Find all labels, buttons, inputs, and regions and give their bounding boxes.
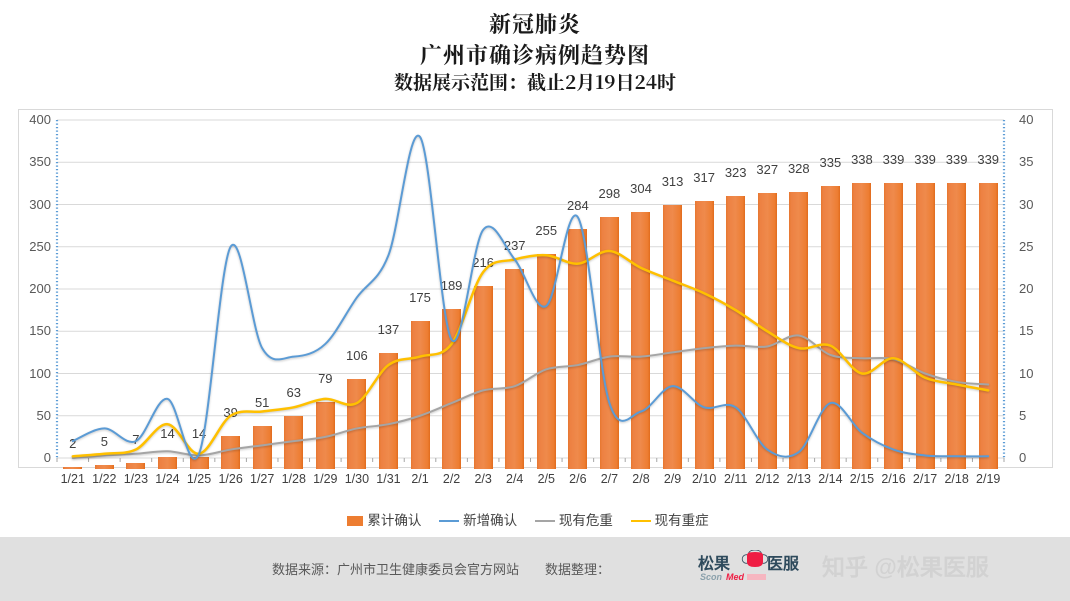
svg-text:Scon: Scon <box>700 572 723 582</box>
svg-text:医服: 医服 <box>767 555 800 573</box>
svg-text:松果: 松果 <box>698 554 730 573</box>
svg-text:Med: Med <box>726 572 745 582</box>
